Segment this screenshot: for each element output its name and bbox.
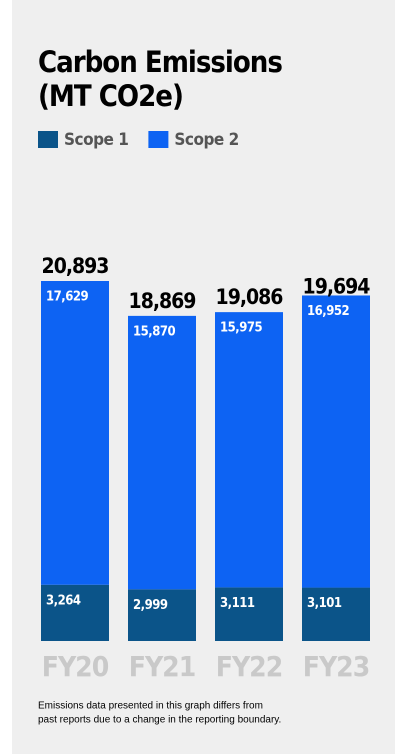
bar-segment bbox=[302, 295, 370, 588]
chart-title: Carbon Emissions bbox=[38, 45, 282, 79]
legend-label: Scope 1 bbox=[64, 130, 128, 150]
total-label: 20,893 bbox=[42, 254, 109, 278]
bar-segment bbox=[128, 589, 196, 641]
bar-segment bbox=[41, 584, 109, 641]
x-tick-label: FY20 bbox=[42, 650, 109, 683]
legend-swatch bbox=[148, 131, 169, 148]
legend-label: Scope 2 bbox=[174, 130, 238, 150]
footnote: Emissions data presented in this graph d… bbox=[38, 701, 263, 712]
bar-segment bbox=[215, 312, 283, 588]
bar-segment bbox=[215, 587, 283, 641]
data-label: 3,111 bbox=[220, 596, 255, 611]
total-label: 19,694 bbox=[303, 275, 371, 299]
chart-title: (MT CO2e) bbox=[38, 79, 183, 113]
footnote: past reports due to a change in the repo… bbox=[38, 715, 281, 726]
legend-swatch bbox=[38, 131, 58, 148]
total-label: 18,869 bbox=[129, 289, 196, 313]
x-tick-label: FY23 bbox=[303, 650, 370, 683]
bar-segment bbox=[41, 281, 109, 585]
data-label: 15,975 bbox=[220, 321, 262, 336]
x-tick-label: FY22 bbox=[216, 650, 283, 683]
data-label: 3,264 bbox=[46, 593, 81, 608]
x-tick-label: FY21 bbox=[129, 650, 196, 683]
data-label: 2,999 bbox=[133, 598, 168, 613]
bar-segment bbox=[302, 587, 370, 641]
data-label: 17,629 bbox=[46, 290, 88, 305]
bar-segment bbox=[128, 315, 196, 590]
data-label: 15,870 bbox=[133, 324, 175, 339]
total-label: 19,086 bbox=[216, 285, 284, 309]
data-label: 3,101 bbox=[307, 596, 342, 611]
data-label: 16,952 bbox=[307, 304, 349, 319]
